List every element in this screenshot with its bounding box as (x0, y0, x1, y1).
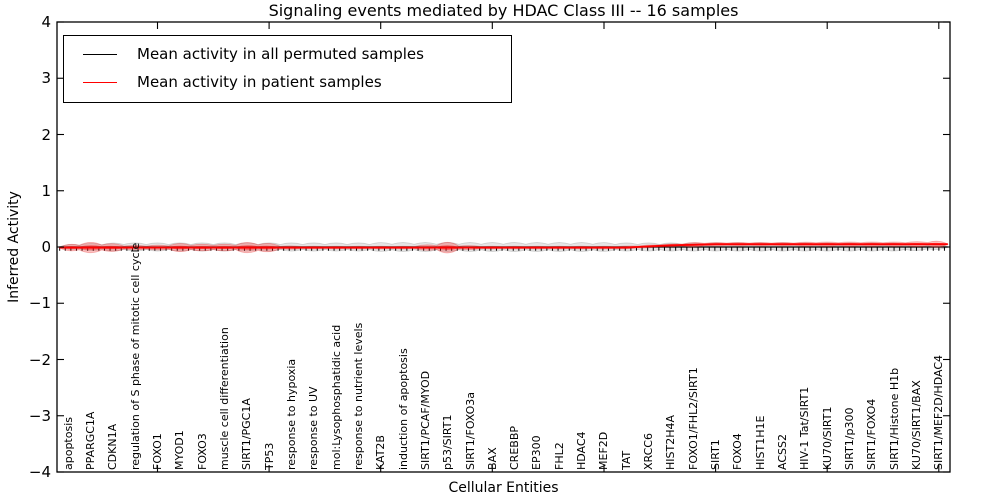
y-tick-label: 1 (41, 181, 51, 200)
x-tick-label: FOXO1 (150, 433, 164, 470)
x-tick-label: response to UV (307, 386, 321, 470)
x-axis-label: Cellular Entities (448, 480, 559, 496)
x-tick-label: FOXO3 (195, 433, 209, 470)
x-tick-label: SIRT1/PGC1A (240, 398, 254, 470)
x-tick-label: FHL2 (552, 442, 566, 470)
x-tick-label: XRCC6 (642, 433, 656, 470)
x-tick-label: PPARGC1A (83, 411, 97, 470)
chart-title: Signaling events mediated by HDAC Class … (268, 1, 739, 20)
x-tick-label: SIRT1/MEF2D/HDAC4 (932, 355, 946, 470)
x-tick-label: induction of apoptosis (396, 348, 410, 470)
legend: Mean activity in all permuted samples Me… (63, 35, 512, 103)
x-tick-label: response to nutrient levels (351, 322, 365, 470)
x-tick-label: EP300 (530, 435, 544, 470)
x-tick-label: SIRT1/PCAF/MYOD (418, 370, 432, 470)
legend-label-patient: Mean activity in patient samples (137, 73, 382, 91)
legend-entry-permuted: Mean activity in all permuted samples (64, 40, 511, 68)
x-tick-label: response to hypoxia (284, 358, 298, 470)
x-tick-label: mol:Lysophosphatidic acid (329, 324, 343, 470)
x-tick-label: HIV-1 Tat/SIRT1 (798, 386, 812, 470)
x-tick-label: TP53 (262, 442, 276, 470)
y-tick-label: 0 (41, 238, 51, 256)
x-tick-label: HDAC4 (575, 431, 589, 470)
y-tick-label: 4 (41, 13, 51, 31)
x-tick-label: SIRT1 (709, 439, 723, 470)
x-tick-label: regulation of S phase of mitotic cell cy… (128, 242, 142, 470)
x-tick-label: KU70/SIRT1/BAX (910, 380, 923, 470)
y-tick-label: −2 (28, 350, 51, 369)
y-tick-label: 3 (41, 69, 51, 88)
x-tick-label: muscle cell differentiation (217, 327, 231, 470)
x-tick-label: SIRT1/p300 (843, 407, 857, 470)
x-tick-label: HIST2H4A (664, 414, 678, 470)
y-tick-label: −4 (28, 463, 51, 481)
y-tick-label: −1 (28, 294, 51, 313)
x-tick-label: p53/SIRT1 (441, 414, 455, 470)
x-tick-label: apoptosis (61, 417, 75, 470)
x-tick-label: KU70/SIRT1 (820, 406, 834, 470)
permuted-line-swatch-icon (83, 53, 117, 55)
x-tick-label: SIRT1/FOXO4 (865, 398, 879, 470)
legend-label-permuted: Mean activity in all permuted samples (137, 45, 424, 63)
x-tick-label: CDKN1A (106, 423, 120, 470)
x-tick-label: ACSS2 (776, 434, 790, 470)
x-tick-label: KAT2B (374, 435, 388, 470)
y-tick-label: −3 (28, 406, 51, 425)
x-tick-label: TAT (619, 450, 633, 470)
x-tick-label: SIRT1/FOXO3a (463, 391, 477, 470)
x-tick-label: BAX (485, 447, 499, 470)
x-tick-label: FOXO1/FHL2/SIRT1 (686, 367, 700, 470)
patient-mean-line (59, 243, 948, 249)
y-tick-label: 2 (41, 125, 51, 144)
x-tick-label: FOXO4 (731, 433, 745, 470)
x-tick-label: MYOD1 (173, 430, 187, 470)
patient-line-swatch-icon (83, 81, 117, 83)
x-tick-label: CREBBP (508, 426, 522, 470)
x-tick-label: MEF2D (597, 431, 611, 470)
x-tick-label: SIRT1/Histone H1b (887, 367, 901, 470)
legend-entry-patient: Mean activity in patient samples (64, 68, 511, 96)
x-tick-label: HIST1H1E (753, 415, 767, 470)
